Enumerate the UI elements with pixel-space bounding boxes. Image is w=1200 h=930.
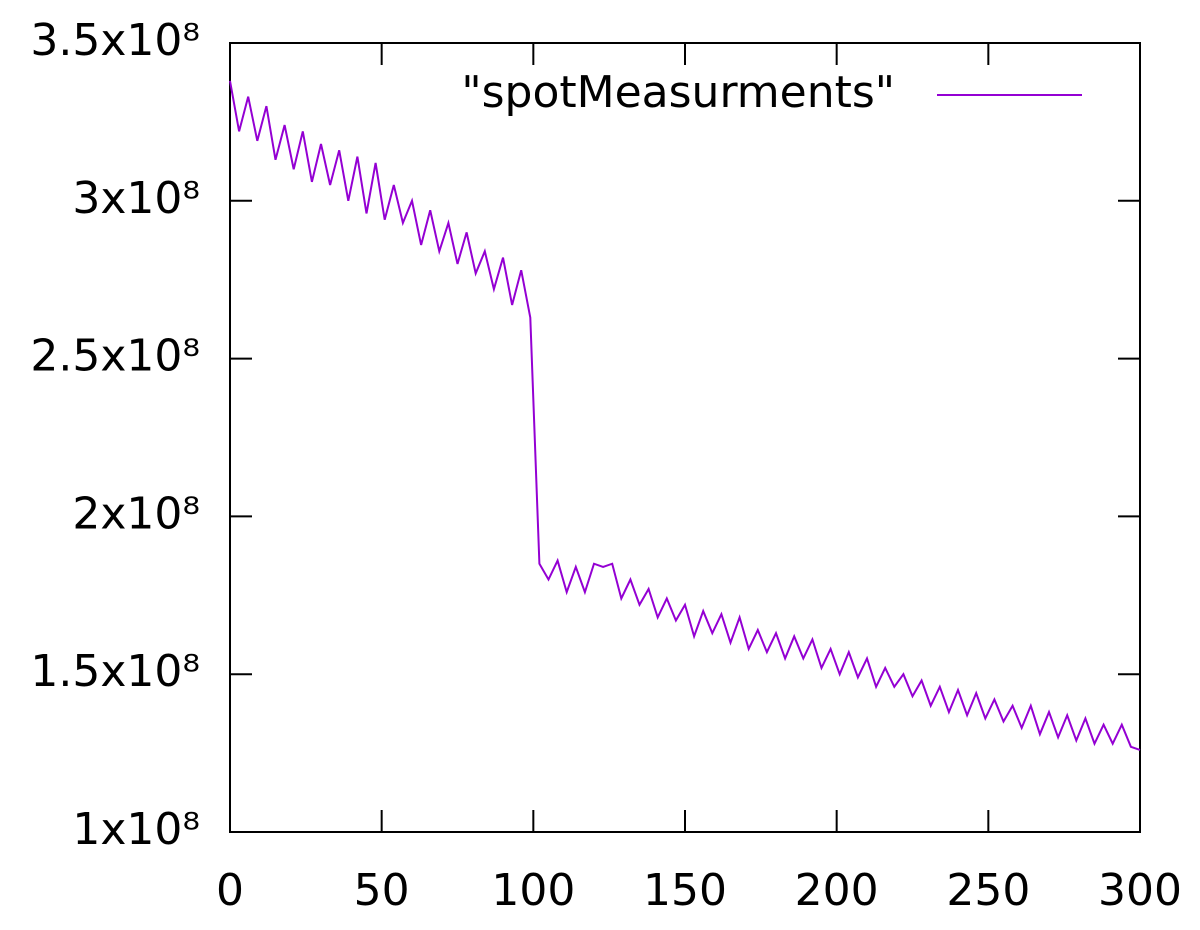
x-tick-label: 300 [1098, 865, 1182, 916]
y-tick-label: 3.5x10⁸ [30, 15, 200, 66]
plot-border [229, 42, 1141, 833]
x-tick-label: 250 [946, 865, 1030, 916]
y-tick-label: 1.5x10⁸ [30, 646, 200, 697]
y-tick-label: 3x10⁸ [72, 173, 200, 224]
x-tick-label: 150 [643, 865, 727, 916]
x-tick-label: 0 [216, 865, 244, 916]
x-tick-label: 200 [795, 865, 879, 916]
data-line [229, 80, 1141, 751]
legend-label: "spotMeasurments" [461, 67, 895, 118]
x-tick-label: 50 [354, 865, 410, 916]
y-tick-label: 1x10⁸ [72, 804, 200, 855]
y-tick-label: 2x10⁸ [72, 488, 200, 539]
y-tick-label: 2.5x10⁸ [30, 331, 200, 382]
x-tick-label: 100 [491, 865, 575, 916]
